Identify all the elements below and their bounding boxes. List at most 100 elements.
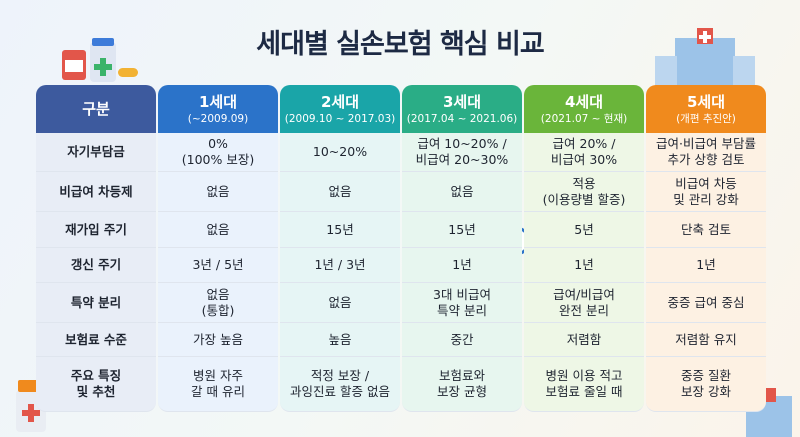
cell-text: 10~20% [312, 144, 368, 159]
table-cell: 15년 [280, 212, 400, 248]
table-cell: 적용 (이용량별 할증) [524, 172, 644, 212]
column-name: 1세대 [198, 92, 238, 111]
row-label: 주요 특징 및 추천 [36, 357, 156, 412]
cell-text: 및 추천 [76, 384, 116, 399]
table-cell: 없음 [280, 283, 400, 323]
cell-text: 5년 [574, 221, 594, 237]
table-cell: 10~20% [280, 133, 400, 172]
table-cell: 1년 [402, 248, 522, 283]
cell-text: 비급여 차등제 [59, 183, 133, 199]
column-name: 4세대 [564, 92, 604, 111]
cell-text: 저렴함 유지 [675, 331, 737, 347]
cell-text: 3년 / 5년 [192, 257, 244, 272]
cell-text: 적정 보장 / [310, 368, 370, 383]
cell-text: 자기부담금 [67, 144, 125, 159]
cell-text: 없음 [328, 294, 352, 310]
cell-text: 없음 [450, 183, 474, 199]
column-name: 2세대 [320, 92, 360, 111]
cell-text: 비급여 20~30% [415, 152, 509, 167]
title: 세대별 실손보험 핵심 비교 [256, 29, 544, 60]
cell-text: (이용량별 할증) [542, 191, 626, 207]
cell-text: 비급여 30% [550, 152, 618, 167]
table-cell: 저렴함 유지 [646, 323, 766, 357]
table-cell: 가장 높음 [158, 323, 278, 357]
cell-text: 추가 상향 검토 [667, 152, 745, 167]
cell-text: 1년 [696, 257, 716, 272]
cell-text: 1년 [574, 257, 594, 272]
cell-text: 급여/비급여 [553, 286, 615, 302]
table-cell: 저렴함 [524, 323, 644, 357]
table-cell: 1년 [646, 248, 766, 283]
table-cell: 적정 보장 / 과잉진료 할증 없음 [280, 357, 400, 412]
column-name: 3세대 [442, 92, 482, 111]
cell-text: 급여 10~20% / [417, 136, 507, 151]
cell-text: 보험료 수준 [65, 331, 127, 347]
cell-text: 1년 / 3년 [314, 257, 366, 272]
cell-text: 3대 비급여 [433, 286, 491, 302]
cell-text: 보험료 줄일 때 [545, 384, 623, 399]
cell-text: 중증 급여 중심 [667, 294, 745, 310]
cell-text: 보장 강화 [681, 384, 731, 399]
cell-text: 중간 [450, 331, 474, 347]
table-cell: 중간 [402, 323, 522, 357]
cell-text: 저렴함 [566, 331, 602, 347]
cell-text: 없음 [206, 286, 230, 302]
column-name: 구분 [82, 99, 110, 118]
table-cell: 병원 자주 갈 때 유리 [158, 357, 278, 412]
cell-text: 없음 [206, 221, 230, 237]
cell-text: (통합) [201, 302, 235, 318]
header-cell: 1세대 (~2009.09) [158, 85, 278, 133]
table-cell: 중증 급여 중심 [646, 283, 766, 323]
table-cell: 급여/비급여 완전 분리 [524, 283, 644, 323]
table-cell: 1년 / 3년 [280, 248, 400, 283]
table-cell: 0% (100% 보장) [158, 133, 278, 172]
cell-text: 병원 자주 [193, 368, 243, 383]
cell-text: 급여 20% / [552, 136, 616, 151]
table-cell: 3대 비급여 특약 분리 [402, 283, 522, 323]
column-name: 5세대 [686, 92, 726, 111]
table-cell: 없음 [280, 172, 400, 212]
table-cell: 비급여 차등 및 관리 강화 [646, 172, 766, 212]
header-cell: 3세대 (2017.04 ~ 2021.06) [402, 85, 522, 133]
table-cell: 1년 [524, 248, 644, 283]
cell-text: 및 관리 강화 [673, 191, 739, 207]
cell-text: 재가입 주기 [65, 221, 127, 237]
column-period: (2021.07 ~ 현재) [540, 112, 628, 125]
hospital-icon [655, 28, 755, 86]
table-cell: 없음 [402, 172, 522, 212]
cell-text: 없음 [328, 183, 352, 199]
cell-text: 특약 분리 [70, 294, 122, 310]
header-cell: 2세대 (2009.10 ~ 2017.03) [280, 85, 400, 133]
row-label: 갱신 주기 [36, 248, 156, 283]
cell-text: 병원 이용 적고 [545, 368, 623, 383]
header-cell: 구분 [36, 85, 156, 133]
cell-text: 없음 [206, 183, 230, 199]
cell-text: 보험료와 [438, 368, 485, 383]
cell-text: 높음 [328, 331, 352, 347]
cell-text: 갱신 주기 [70, 257, 122, 272]
table-cell: 5년 [524, 212, 644, 248]
table-cell: 3년 / 5년 [158, 248, 278, 283]
header-cell: 4세대 (2021.07 ~ 현재) [524, 85, 644, 133]
cell-text: 0% [208, 136, 228, 151]
cell-text: 중증 질환 [681, 368, 731, 383]
header-cell: 5세대 (개편 추진안) [646, 85, 766, 133]
cell-text: 15년 [448, 221, 476, 237]
cell-text: 보장 균형 [437, 384, 487, 399]
table-cell: 단축 검토 [646, 212, 766, 248]
cell-text: 완전 분리 [559, 302, 609, 318]
cell-text: 가장 높음 [193, 331, 243, 347]
medicine-icon [62, 38, 138, 82]
table-cell: 중증 질환 보장 강화 [646, 357, 766, 412]
cell-text: 급여·비급여 부담률 [656, 136, 756, 151]
column-period: (2009.10 ~ 2017.03) [284, 112, 396, 125]
row-label: 특약 분리 [36, 283, 156, 323]
row-label: 보험료 수준 [36, 323, 156, 357]
table-cell: 급여 20% / 비급여 30% [524, 133, 644, 172]
cell-text: 15년 [326, 221, 354, 237]
cell-text: 비급여 차등 [675, 175, 737, 191]
cell-text: 주요 특징 [70, 368, 122, 383]
comparison-table: 구분 1세대 (~2009.09) 2세대 (2009.10 ~ 2017.03) 3세대… [35, 85, 767, 412]
table-cell: 급여 10~20% / 비급여 20~30% [402, 133, 522, 172]
